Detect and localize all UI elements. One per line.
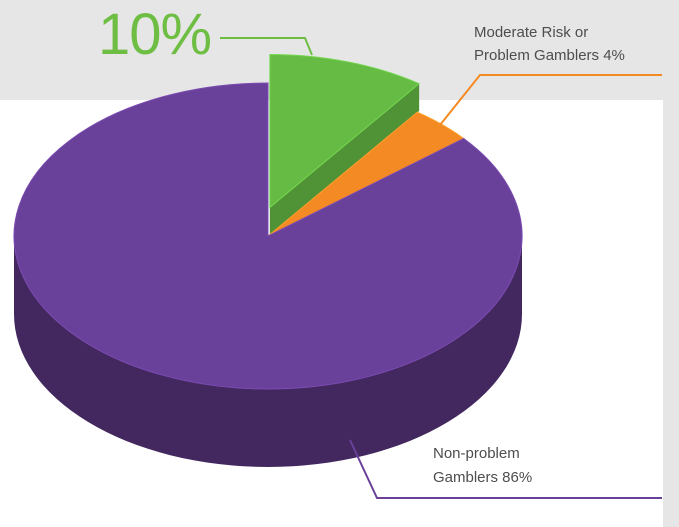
slice-cut-problem-gamblers-1 — [269, 83, 420, 235]
leader-line-nonproblem — [349, 439, 662, 499]
slice-problem-gamblers — [269, 53, 421, 209]
problem-gamblers-percent-label: 10% — [98, 2, 212, 67]
slice-side-non-problem-gamblers — [14, 236, 522, 467]
slice-non-problem-gamblers — [13, 82, 523, 390]
moderate-risk-label-line2: Problem Gamblers 4% — [474, 47, 625, 64]
non-problem-label-line1: Non-problem — [433, 445, 520, 462]
non-problem-label-line2: Gamblers 86% — [433, 469, 533, 486]
moderate-risk-label-line1: Moderate Risk or — [474, 24, 589, 41]
leader-line-problem — [220, 37, 313, 56]
leader-line-moderate — [435, 74, 662, 131]
